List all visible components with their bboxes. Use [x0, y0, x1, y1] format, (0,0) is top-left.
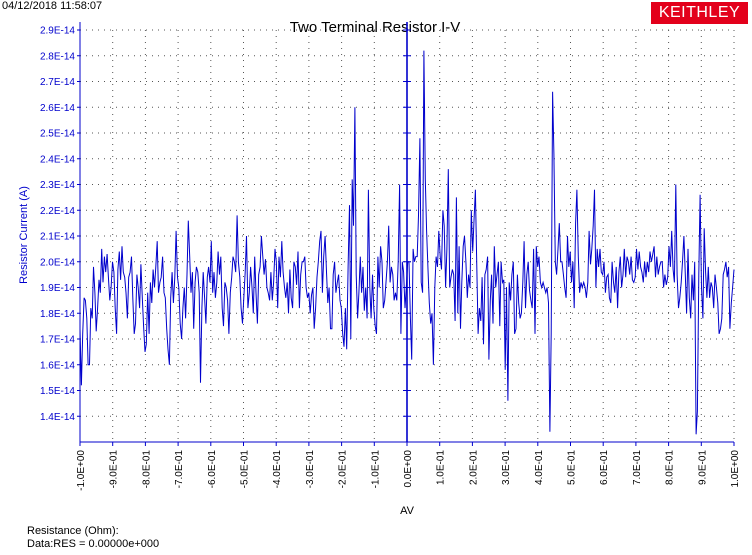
- y-tick-label: 1.4E-14: [40, 412, 75, 423]
- x-tick-label: -9.0E-01: [109, 450, 120, 489]
- x-tick-label: -4.0E-01: [272, 450, 283, 489]
- x-axis-label: AV: [400, 505, 415, 517]
- x-tick-label: 1.0E-01: [436, 450, 447, 485]
- series-line: [79, 50, 735, 435]
- y-tick-label: 2.9E-14: [40, 26, 75, 37]
- y-tick-label: 1.7E-14: [40, 335, 75, 346]
- x-tick-label: -6.0E-01: [207, 450, 218, 489]
- x-tick-label: 3.0E-01: [501, 450, 512, 485]
- y-tick-label: 2.3E-14: [40, 180, 75, 191]
- y-tick-label: 1.8E-14: [40, 309, 75, 320]
- x-tick-label: -1.0E+00: [76, 450, 87, 491]
- y-tick-label: 1.5E-14: [40, 386, 75, 397]
- iv-chart: Two Terminal Resistor I-V 2.9E-14 2.8E-14…: [18, 19, 741, 517]
- y-tick-label: 2.8E-14: [40, 51, 75, 62]
- keithley-logo: KEITHLEY: [651, 2, 748, 24]
- grid: [79, 29, 735, 442]
- x-tick-label: 0.0E+00: [403, 450, 414, 488]
- chart-title: Two Terminal Resistor I-V: [290, 19, 461, 36]
- x-tick-label: -8.0E-01: [141, 450, 152, 489]
- x-tick-label: -3.0E-01: [305, 450, 316, 489]
- x-tick-label: 8.0E-01: [665, 450, 676, 485]
- x-tick-label: 7.0E-01: [632, 450, 643, 485]
- y-tick-labels: 2.9E-14 2.8E-14 2.7E-14 2.6E-14 2.5E-14 2.4E-…: [40, 26, 75, 423]
- x-tick-label: 2.0E-01: [468, 450, 479, 485]
- y-tick-label: 2.4E-14: [40, 154, 75, 165]
- axes: [77, 22, 735, 446]
- y-tick-label: 1.9E-14: [40, 283, 75, 294]
- y-tick-label: 2.7E-14: [40, 77, 75, 88]
- y-tick-label: 2.2E-14: [40, 206, 75, 217]
- x-tick-labels: -1.0E+00 -9.0E-01 -8.0E-01 -7.0E-01 -6.0E-01…: [76, 450, 741, 491]
- y-tick-label: 2.5E-14: [40, 129, 75, 140]
- y-tick-label: 2.6E-14: [40, 103, 75, 114]
- y-tick-label: 2.1E-14: [40, 232, 75, 243]
- resistance-label: Resistance (Ohm):: [27, 525, 119, 537]
- x-tick-label: -7.0E-01: [174, 450, 185, 489]
- x-tick-label: 4.0E-01: [534, 450, 545, 485]
- x-tick-label: 1.0E+00: [730, 450, 741, 488]
- x-tick-label: 6.0E-01: [599, 450, 610, 485]
- x-tick-label: -2.0E-01: [338, 450, 349, 489]
- x-tick-label: -1.0E-01: [370, 450, 381, 489]
- y-axis-label: Resistor Current (A): [18, 186, 30, 284]
- x-tick-label: 9.0E-01: [697, 450, 708, 485]
- x-tick-label: 5.0E-01: [567, 450, 578, 485]
- timestamp: 04/12/2018 11:58:07: [2, 0, 103, 12]
- x-tick-label: -5.0E-01: [240, 450, 251, 489]
- resistance-value: Data:RES = 0.00000e+000: [27, 538, 160, 550]
- y-tick-label: 1.6E-14: [40, 360, 75, 371]
- y-tick-label: 2.0E-14: [40, 257, 75, 268]
